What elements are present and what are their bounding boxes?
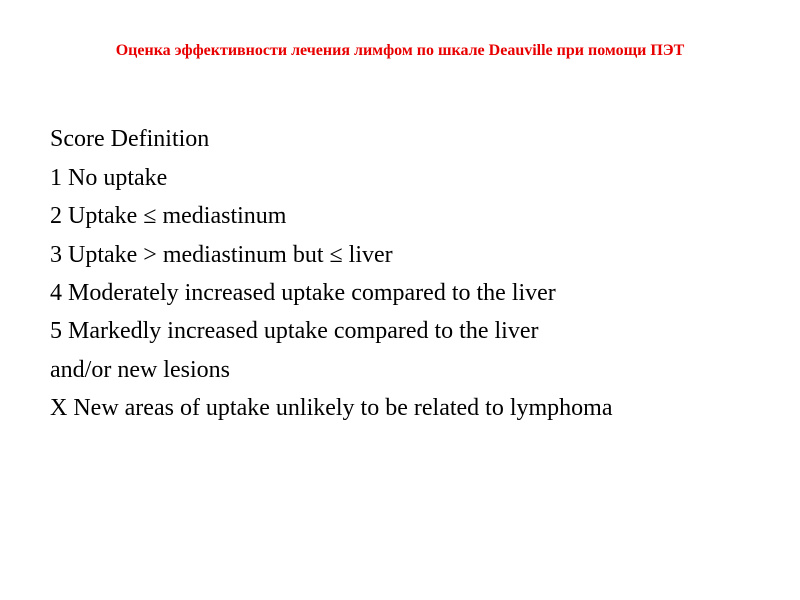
- score-line-2: 2 Uptake ≤ mediastinum: [50, 197, 750, 235]
- score-line-3: 3 Uptake > mediastinum but ≤ liver: [50, 236, 750, 274]
- score-header-line: Score Definition: [50, 120, 750, 158]
- score-line-4: 4 Moderately increased uptake compared t…: [50, 274, 750, 312]
- score-line-x: X New areas of uptake unlikely to be rel…: [50, 389, 750, 427]
- score-line-1: 1 No uptake: [50, 159, 750, 197]
- slide-container: Оценка эффективности лечения лимфом по ш…: [0, 0, 800, 600]
- score-line-5: 5 Markedly increased uptake compared to …: [50, 312, 750, 350]
- score-line-6: and/or new lesions: [50, 351, 750, 389]
- slide-title: Оценка эффективности лечения лимфом по ш…: [50, 40, 750, 62]
